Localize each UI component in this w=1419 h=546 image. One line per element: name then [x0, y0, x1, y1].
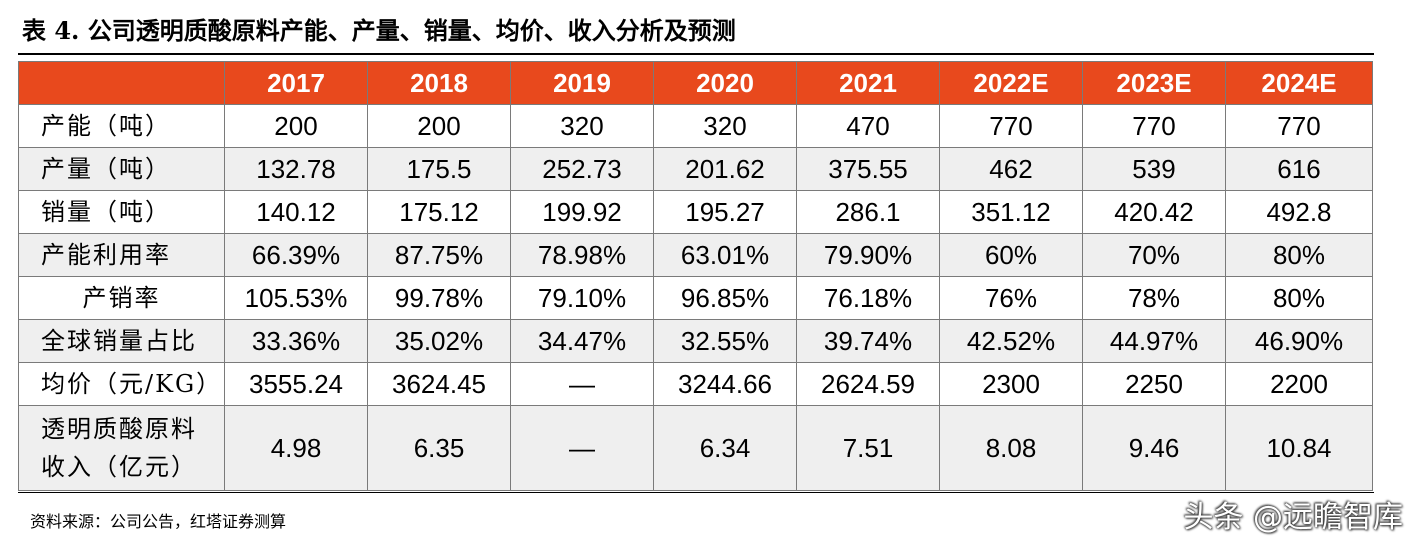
row-label-line: 收入（亿元）: [41, 453, 197, 481]
table-cell: 3624.45: [367, 362, 511, 406]
table-cell: 420.42: [1082, 190, 1226, 234]
table-cell: 96.85%: [653, 276, 797, 320]
table-cell: 770: [939, 104, 1083, 148]
table-cell: 70%: [1082, 233, 1226, 277]
table-cell: 2200: [1225, 362, 1373, 406]
table-cell: 76.18%: [796, 276, 940, 320]
table-row: 销量（吨） 140.12 175.12 199.92 195.27 286.1 …: [18, 190, 1373, 234]
header-row: 2017 2018 2019 2020 2021 2022E 2023E 202…: [18, 61, 1373, 105]
table-cell: 80%: [1225, 233, 1373, 277]
table-cell: 66.39%: [224, 233, 368, 277]
row-label: 透明质酸原料 收入（亿元）: [18, 405, 225, 491]
table-cell: 32.55%: [653, 319, 797, 363]
table-cell: 44.97%: [1082, 319, 1226, 363]
table-cell: 42.52%: [939, 319, 1083, 363]
table-row: 产能（吨） 200 200 320 320 470 770 770 770: [18, 104, 1373, 148]
table-cell: 33.36%: [224, 319, 368, 363]
table-row: 均价（元/KG） 3555.24 3624.45 — 3244.66 2624.…: [18, 362, 1373, 406]
table-cell: 195.27: [653, 190, 797, 234]
row-label: 产能（吨）: [18, 104, 225, 148]
header-year: 2020: [653, 61, 797, 105]
table-cell: 252.73: [510, 147, 654, 191]
table-title: 表 4. 公司透明质酸原料产能、产量、销量、均价、收入分析及预测: [22, 16, 736, 45]
table-cell: 87.75%: [367, 233, 511, 277]
header-year: 2019: [510, 61, 654, 105]
table-cell: 470: [796, 104, 940, 148]
table-cell: 99.78%: [367, 276, 511, 320]
source-note: 资料来源：公司公告，红塔证券测算: [30, 512, 287, 531]
table-cell: 79.90%: [796, 233, 940, 277]
table-cell: 351.12: [939, 190, 1083, 234]
table-cell: 320: [510, 104, 654, 148]
table-cell: 80%: [1225, 276, 1373, 320]
header-year: 2023E: [1082, 61, 1226, 105]
header-year: 2022E: [939, 61, 1083, 105]
table-cell: —: [510, 405, 654, 491]
table-cell: 200: [224, 104, 368, 148]
header-year: 2024E: [1225, 61, 1373, 105]
row-label: 产能利用率: [18, 233, 225, 277]
table-cell: 770: [1225, 104, 1373, 148]
table-cell: 616: [1225, 147, 1373, 191]
table-cell: 79.10%: [510, 276, 654, 320]
header-corner: [18, 61, 225, 105]
table-row: 全球销量占比 33.36% 35.02% 34.47% 32.55% 39.74…: [18, 319, 1373, 363]
row-label: 产销率: [18, 276, 225, 320]
table-cell: 60%: [939, 233, 1083, 277]
table-cell: 7.51: [796, 405, 940, 491]
table-cell: 34.47%: [510, 319, 654, 363]
table-cell: 78.98%: [510, 233, 654, 277]
table-cell: 35.02%: [367, 319, 511, 363]
table-cell: 140.12: [224, 190, 368, 234]
table-cell: 175.12: [367, 190, 511, 234]
header-year: 2017: [224, 61, 368, 105]
table-cell: 2624.59: [796, 362, 940, 406]
table-cell: 2300: [939, 362, 1083, 406]
table-cell: 76%: [939, 276, 1083, 320]
table-cell: 3244.66: [653, 362, 797, 406]
table-cell: 201.62: [653, 147, 797, 191]
table-cell: 8.08: [939, 405, 1083, 491]
table-cell: 6.35: [367, 405, 511, 491]
table-cell: —: [510, 362, 654, 406]
table-cell: 105.53%: [224, 276, 368, 320]
table-cell: 46.90%: [1225, 319, 1373, 363]
table-cell: 9.46: [1082, 405, 1226, 491]
row-label: 全球销量占比: [18, 319, 225, 363]
table-row: 产销率 105.53% 99.78% 79.10% 96.85% 76.18% …: [18, 276, 1373, 320]
table-cell: 132.78: [224, 147, 368, 191]
row-label-line: 透明质酸原料: [41, 415, 197, 443]
table-cell: 6.34: [653, 405, 797, 491]
title-divider: [18, 53, 1374, 55]
table-cell: 462: [939, 147, 1083, 191]
watermark: 头条 @远瞻智库: [1183, 500, 1403, 535]
table-cell: 320: [653, 104, 797, 148]
row-label: 均价（元/KG）: [18, 362, 225, 406]
row-label: 产量（吨）: [18, 147, 225, 191]
bottom-divider: [18, 492, 1374, 493]
table-cell: 78%: [1082, 276, 1226, 320]
table-cell: 175.5: [367, 147, 511, 191]
table-cell: 4.98: [224, 405, 368, 491]
table-row: 产量（吨） 132.78 175.5 252.73 201.62 375.55 …: [18, 147, 1373, 191]
data-table: 2017 2018 2019 2020 2021 2022E 2023E 202…: [18, 61, 1373, 491]
header-year: 2021: [796, 61, 940, 105]
table-cell: 375.55: [796, 147, 940, 191]
header-year: 2018: [367, 61, 511, 105]
table-cell: 770: [1082, 104, 1226, 148]
table-row: 透明质酸原料 收入（亿元） 4.98 6.35 — 6.34 7.51 8.08…: [18, 405, 1373, 491]
table-cell: 2250: [1082, 362, 1226, 406]
table-cell: 63.01%: [653, 233, 797, 277]
table-row: 产能利用率 66.39% 87.75% 78.98% 63.01% 79.90%…: [18, 233, 1373, 277]
table-cell: 10.84: [1225, 405, 1373, 491]
row-label: 销量（吨）: [18, 190, 225, 234]
table-cell: 199.92: [510, 190, 654, 234]
table-cell: 39.74%: [796, 319, 940, 363]
table-cell: 3555.24: [224, 362, 368, 406]
table-cell: 286.1: [796, 190, 940, 234]
table-cell: 539: [1082, 147, 1226, 191]
table-cell: 200: [367, 104, 511, 148]
table-cell: 492.8: [1225, 190, 1373, 234]
